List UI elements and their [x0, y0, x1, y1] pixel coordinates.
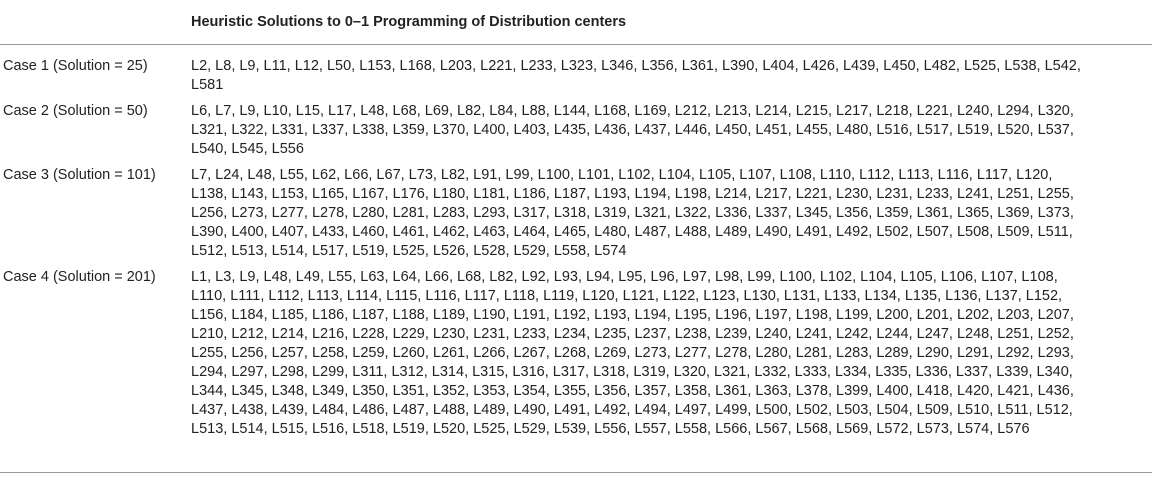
solution-line: L110, L111, L112, L113, L114, L115, L116… — [191, 288, 1063, 304]
solution-line: L581 — [191, 77, 224, 93]
solution-line: L540, L545, L556 — [191, 141, 304, 157]
table-row-case-4: Case 4 (Solution = 201) L1, L3, L9, L48,… — [0, 268, 1152, 439]
solution-line: L390, L400, L407, L433, L460, L461, L462… — [191, 224, 1073, 240]
case-label: Case 3 (Solution = 101) — [3, 167, 156, 183]
solution-line: L294, L297, L298, L299, L311, L312, L314… — [191, 364, 1073, 380]
solution-line: L344, L345, L348, L349, L350, L351, L352… — [191, 383, 1074, 399]
solution-line: L255, L256, L257, L258, L259, L260, L261… — [191, 345, 1074, 361]
solution-list: L1, L3, L9, L48, L49, L55, L63, L64, L66… — [191, 268, 1149, 439]
solution-line: L210, L212, L214, L216, L228, L229, L230… — [191, 326, 1074, 342]
case-label: Case 4 (Solution = 201) — [3, 269, 156, 285]
solution-list: L7, L24, L48, L55, L62, L66, L67, L73, L… — [191, 166, 1149, 261]
solution-line: L321, L322, L331, L337, L338, L359, L370… — [191, 122, 1074, 138]
solution-line: L6, L7, L9, L10, L15, L17, L48, L68, L69… — [191, 103, 1074, 119]
solution-line: L512, L513, L514, L517, L519, L525, L526… — [191, 243, 627, 259]
solution-line: L7, L24, L48, L55, L62, L66, L67, L73, L… — [191, 167, 1053, 183]
header-solutions-cell: Heuristic Solutions to 0–1 Programming o… — [191, 14, 627, 30]
table-row-case-2: Case 2 (Solution = 50) L6, L7, L9, L10, … — [0, 102, 1152, 159]
table-bottom-rule — [0, 472, 1152, 473]
solution-line: L156, L184, L185, L186, L187, L188, L189… — [191, 307, 1074, 323]
case-label: Case 1 (Solution = 25) — [3, 58, 148, 74]
solution-line: L138, L143, L153, L165, L167, L176, L180… — [191, 186, 1074, 202]
table-row-case-3: Case 3 (Solution = 101) L7, L24, L48, L5… — [0, 166, 1152, 261]
solution-line: L437, L438, L439, L484, L486, L487, L488… — [191, 402, 1073, 418]
table-header-row: Heuristic Solutions to 0–1 Programming o… — [0, 0, 1152, 45]
solution-line: L1, L3, L9, L48, L49, L55, L63, L64, L66… — [191, 269, 1058, 285]
table-row-case-1: Case 1 (Solution = 25) L2, L8, L9, L11, … — [0, 57, 1152, 95]
case-label: Case 2 (Solution = 50) — [3, 103, 148, 119]
solution-list: L6, L7, L9, L10, L15, L17, L48, L68, L69… — [191, 102, 1149, 159]
solution-line: L2, L8, L9, L11, L12, L50, L153, L168, L… — [191, 58, 1081, 74]
solution-line: L256, L273, L277, L278, L280, L281, L283… — [191, 205, 1074, 221]
solution-list: L2, L8, L9, L11, L12, L50, L153, L168, L… — [191, 57, 1149, 95]
solution-line: L513, L514, L515, L516, L518, L519, L520… — [191, 421, 1030, 437]
